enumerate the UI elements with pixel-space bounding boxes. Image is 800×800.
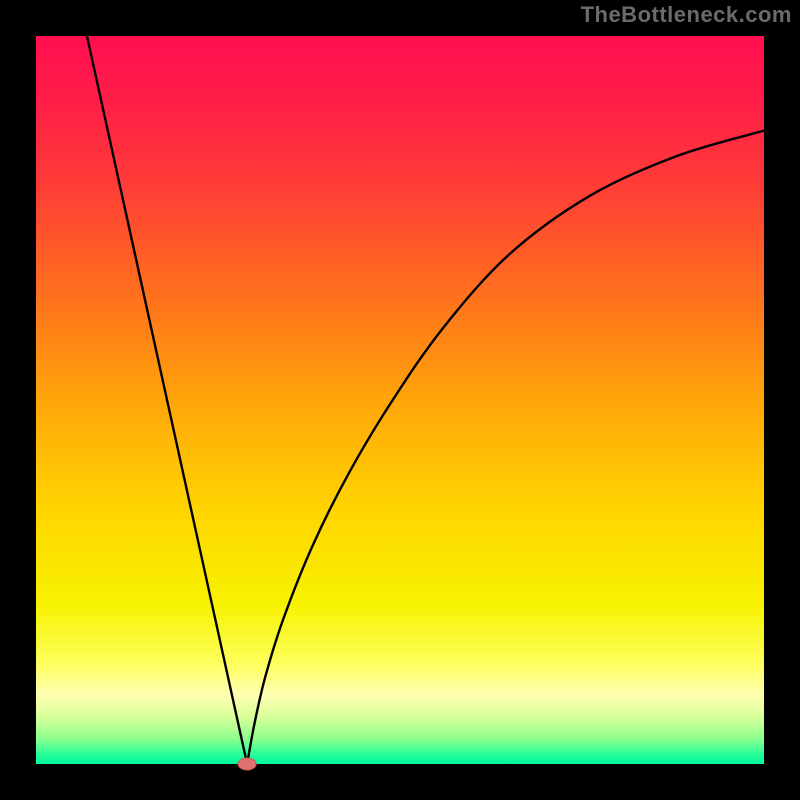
chart-container: { "watermark": { "text": "TheBottleneck.…: [0, 0, 800, 800]
apex-marker: [238, 758, 256, 770]
bottleneck-chart: [0, 0, 800, 800]
plot-background: [36, 36, 764, 764]
watermark-text: TheBottleneck.com: [581, 2, 792, 28]
